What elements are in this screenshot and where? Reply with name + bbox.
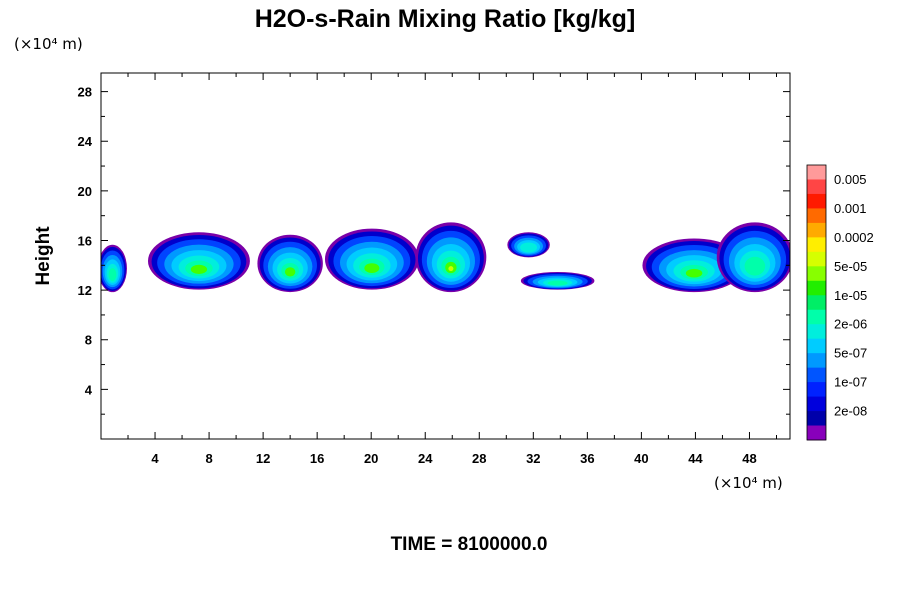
colorbar-swatch	[807, 208, 826, 224]
colorbar-label: 1e-05	[834, 288, 867, 303]
colorbar-swatch	[807, 237, 826, 253]
colorbar-swatch	[807, 353, 826, 369]
colorbar-label: 0.005	[834, 172, 867, 187]
colorbar-swatch	[807, 425, 826, 441]
plot-data-layer	[101, 222, 790, 293]
colorbar-swatch	[807, 295, 826, 311]
colorbar-label: 2e-06	[834, 317, 867, 332]
cloud-contour	[744, 256, 766, 276]
x-tick-label: 16	[310, 451, 324, 466]
colorbar-swatch	[807, 193, 826, 209]
y-axis-label: Height	[33, 226, 54, 286]
colorbar-label: 2e-08	[834, 404, 867, 419]
x-axis-unit: (×10⁴ m)	[714, 474, 783, 492]
colorbar: 0.005 0.001 0.0002 5e-05 1e-05 2e-06 5e-07 1e-0…	[806, 164, 874, 441]
colorbar-swatch	[807, 382, 826, 397]
colorbar-label: 0.0002	[834, 230, 874, 245]
cloud-contour	[448, 266, 454, 272]
x-tick-label: 40	[634, 451, 648, 466]
colorbar-label: 5e-07	[834, 346, 867, 361]
y-tick-label: 24	[78, 134, 93, 149]
y-tick-label: 12	[78, 283, 92, 298]
y-axis-unit: (×10⁴ m)	[14, 35, 83, 53]
cloud-contour	[364, 263, 380, 273]
colorbar-swatch	[807, 324, 826, 340]
colorbar-swatch	[807, 309, 826, 325]
cloud-contour	[108, 268, 117, 281]
cloud-contour	[685, 268, 703, 278]
x-tick-label: 32	[526, 451, 540, 466]
y-tick-label: 4	[85, 382, 93, 397]
x-tick-label: 12	[256, 451, 270, 466]
cloud-contour	[520, 242, 538, 253]
y-tick-label: 8	[85, 333, 92, 348]
colorbar-swatch	[807, 367, 826, 383]
chart-title: H2O-s-Rain Mixing Ratio [kg/kg]	[255, 5, 636, 33]
cloud-contour	[547, 280, 568, 286]
colorbar-frame	[806, 164, 827, 441]
x-tick-label: 24	[418, 451, 433, 466]
y-tick-label: 16	[78, 233, 92, 248]
cloud-contour	[190, 264, 208, 274]
x-tick-label: 44	[688, 451, 703, 466]
colorbar-swatch	[807, 338, 826, 354]
colorbar-label: 0.001	[834, 201, 867, 216]
colorbar-swatch	[807, 411, 826, 426]
colorbar-swatch	[807, 266, 826, 282]
x-tick-label: 36	[580, 451, 594, 466]
x-tick-label: 8	[205, 451, 212, 466]
x-tick-label: 4	[151, 451, 159, 466]
colorbar-swatch	[807, 165, 826, 180]
y-tick-label: 28	[78, 85, 92, 100]
cloud-contour	[284, 267, 296, 277]
x-tick-label: 48	[742, 451, 756, 466]
colorbar-swatch	[807, 280, 826, 296]
colorbar-swatch	[807, 251, 826, 267]
x-tick-label: 28	[472, 451, 486, 466]
colorbar-swatch	[807, 179, 826, 195]
colorbar-swatch	[807, 396, 826, 412]
colorbar-label: 1e-07	[834, 375, 867, 390]
colorbar-label: 5e-05	[834, 259, 867, 274]
colorbar-swatch	[807, 222, 826, 238]
plot-frame	[100, 72, 791, 440]
y-tick-label: 20	[78, 184, 92, 199]
x-tick-label: 20	[364, 451, 378, 466]
time-label: TIME = 8100000.0	[391, 534, 548, 555]
